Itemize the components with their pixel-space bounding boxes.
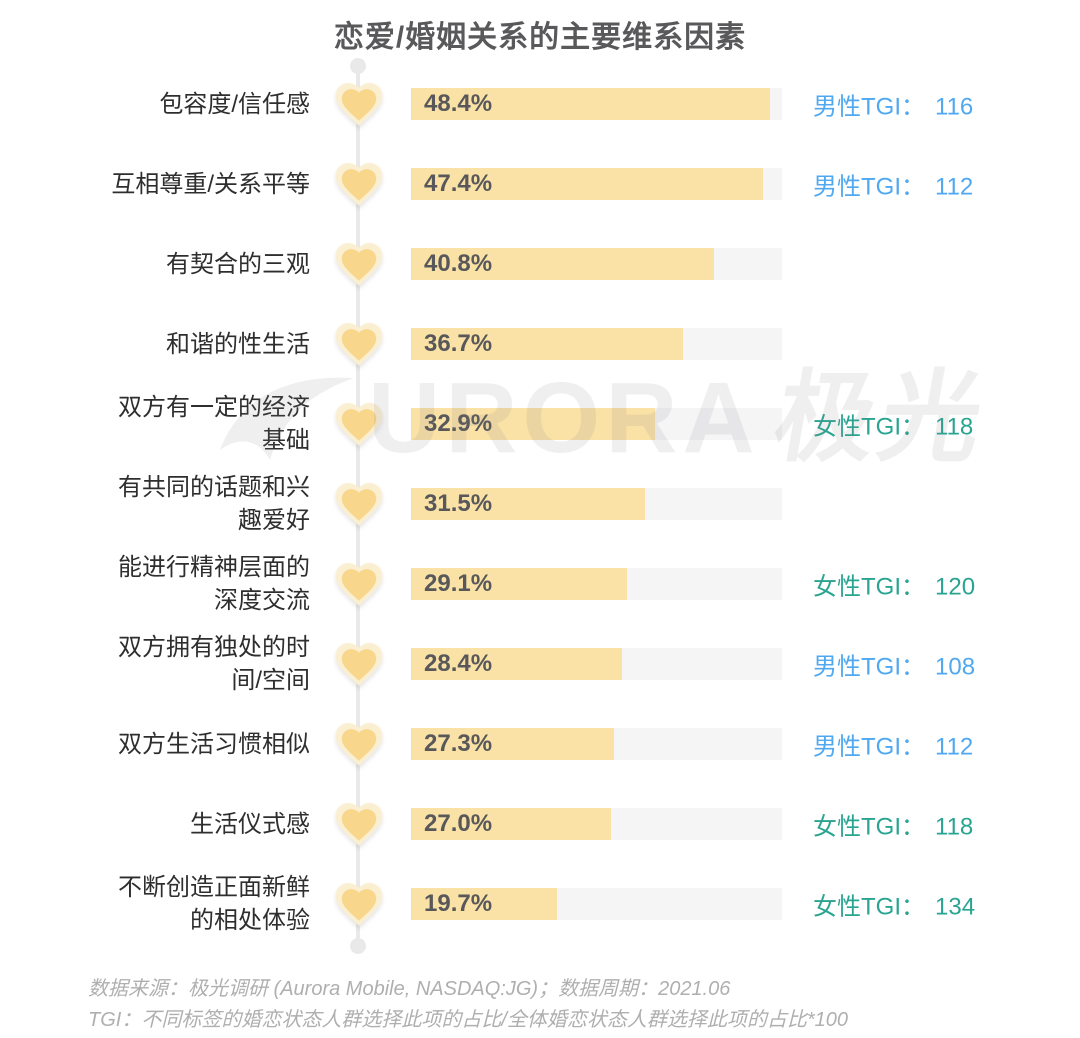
row-label: 有共同的话题和兴趣爱好 xyxy=(118,474,310,534)
bar-track: 36.7% xyxy=(411,328,782,360)
bar-track: 19.7% xyxy=(411,888,782,920)
tgi-annotation: 女性TGI： 134 xyxy=(813,887,975,922)
timeline-dot-top xyxy=(350,58,366,74)
bar-value: 27.3% xyxy=(424,730,493,757)
bar-value: 28.4% xyxy=(424,650,493,677)
heart-icon xyxy=(331,396,387,452)
tgi-annotation: 女性TGI： 118 xyxy=(813,407,973,442)
bar-track: 32.9% xyxy=(411,408,782,440)
tgi-annotation: 女性TGI： 120 xyxy=(813,567,975,602)
heart-icon xyxy=(331,716,387,772)
bar-track: 40.8% xyxy=(411,248,782,280)
chart-row: 有契合的三观 40.8% xyxy=(0,224,1080,304)
chart-row: 不断创造正面新鲜的相处体验 19.7% 女性TGI： 134 xyxy=(0,864,1080,944)
tgi-label: 女性TGI： xyxy=(813,573,925,601)
bar-fill: 40.8% xyxy=(411,248,714,280)
chart-row: 生活仪式感 27.0% 女性TGI： 118 xyxy=(0,784,1080,864)
tgi-annotation: 男性TGI： 112 xyxy=(813,727,973,762)
timeline-dot-bottom xyxy=(350,938,366,954)
tgi-value: 120 xyxy=(935,573,976,601)
tgi-annotation: 男性TGI： 116 xyxy=(813,87,973,122)
bar-fill: 27.3% xyxy=(411,728,614,760)
row-label: 双方有一定的经济基础 xyxy=(118,394,310,454)
bar-track: 47.4% xyxy=(411,168,782,200)
bar-value: 47.4% xyxy=(424,170,493,197)
tgi-label: 男性TGI： xyxy=(813,733,925,761)
heart-icon xyxy=(331,876,387,932)
tgi-annotation: 男性TGI： 112 xyxy=(813,167,973,202)
row-label: 和谐的性生活 xyxy=(166,330,310,358)
bar-track: 48.4% xyxy=(411,88,782,120)
footer-source: 数据来源：极光调研 (Aurora Mobile, NASDAQ:JG)；数据周… xyxy=(88,978,731,1000)
bar-fill: 32.9% xyxy=(411,408,656,440)
bar-value: 32.9% xyxy=(424,410,493,437)
chart-row: 双方拥有独处的时间/空间 28.4% 男性TGI： 108 xyxy=(0,624,1080,704)
heart-icon xyxy=(331,556,387,612)
bar-fill: 27.0% xyxy=(411,808,612,840)
row-label: 能进行精神层面的深度交流 xyxy=(118,554,310,614)
bar-value: 19.7% xyxy=(424,890,493,917)
tgi-value: 112 xyxy=(935,733,974,761)
footer-tgi-note: TGI：不同标签的婚恋状态人群选择此项的占比/全体婚恋状态人群选择此项的占比*1… xyxy=(88,1009,849,1031)
bar-fill: 31.5% xyxy=(411,488,645,520)
heart-icon xyxy=(331,476,387,532)
bar-fill: 36.7% xyxy=(411,328,684,360)
row-label: 双方拥有独处的时间/空间 xyxy=(118,634,310,694)
tgi-value: 118 xyxy=(935,813,974,841)
row-label: 双方生活习惯相似 xyxy=(118,730,310,758)
tgi-label: 男性TGI： xyxy=(813,93,925,121)
bar-value: 27.0% xyxy=(424,810,493,837)
bar-track: 28.4% xyxy=(411,648,782,680)
tgi-value: 112 xyxy=(935,173,974,201)
chart-row: 双方有一定的经济基础 32.9% 女性TGI： 118 xyxy=(0,384,1080,464)
bar-track: 27.3% xyxy=(411,728,782,760)
bar-fill: 47.4% xyxy=(411,168,763,200)
heart-icon xyxy=(331,796,387,852)
tgi-value: 118 xyxy=(935,413,974,441)
tgi-annotation: 女性TGI： 118 xyxy=(813,807,973,842)
tgi-value: 108 xyxy=(935,653,976,681)
footer: 数据来源：极光调研 (Aurora Mobile, NASDAQ:JG)；数据周… xyxy=(88,974,848,1036)
row-label: 不断创造正面新鲜的相处体验 xyxy=(118,874,310,934)
bar-value: 31.5% xyxy=(424,490,493,517)
tgi-value: 116 xyxy=(935,93,974,121)
bar-fill: 29.1% xyxy=(411,568,627,600)
tgi-annotation: 男性TGI： 108 xyxy=(813,647,975,682)
row-label: 有契合的三观 xyxy=(166,250,310,278)
heart-icon xyxy=(331,76,387,132)
row-label: 生活仪式感 xyxy=(190,810,310,838)
row-label: 互相尊重/关系平等 xyxy=(111,170,310,198)
bar-fill: 48.4% xyxy=(411,88,771,120)
tgi-label: 女性TGI： xyxy=(813,893,925,921)
bar-value: 29.1% xyxy=(424,570,493,597)
chart-row: 有共同的话题和兴趣爱好 31.5% xyxy=(0,464,1080,544)
bar-track: 27.0% xyxy=(411,808,782,840)
bar-fill: 19.7% xyxy=(411,888,558,920)
heart-icon xyxy=(331,636,387,692)
bar-track: 29.1% xyxy=(411,568,782,600)
heart-icon xyxy=(331,236,387,292)
bar-fill: 28.4% xyxy=(411,648,622,680)
chart-row: 能进行精神层面的深度交流 29.1% 女性TGI： 120 xyxy=(0,544,1080,624)
tgi-label: 女性TGI： xyxy=(813,813,925,841)
page-title: 恋爱/婚姻关系的主要维系因素 xyxy=(333,21,747,54)
tgi-label: 女性TGI： xyxy=(813,413,925,441)
tgi-label: 男性TGI： xyxy=(813,173,925,201)
chart-row: 和谐的性生活 36.7% xyxy=(0,304,1080,384)
heart-icon xyxy=(331,316,387,372)
bar-value: 36.7% xyxy=(424,330,493,357)
chart-row: 互相尊重/关系平等 47.4% 男性TGI： 112 xyxy=(0,144,1080,224)
bar-value: 40.8% xyxy=(424,250,493,277)
chart-row: 双方生活习惯相似 27.3% 男性TGI： 112 xyxy=(0,704,1080,784)
row-label: 包容度/信任感 xyxy=(159,90,310,118)
chart-row: 包容度/信任感 48.4% 男性TGI： 116 xyxy=(0,64,1080,144)
bar-track: 31.5% xyxy=(411,488,782,520)
bar-value: 48.4% xyxy=(424,90,493,117)
tgi-value: 134 xyxy=(935,893,976,921)
tgi-label: 男性TGI： xyxy=(813,653,925,681)
heart-icon xyxy=(331,156,387,212)
chart-rows: 包容度/信任感 48.4% 男性TGI： 116 互相尊重/关系平等 47. xyxy=(0,64,1080,944)
